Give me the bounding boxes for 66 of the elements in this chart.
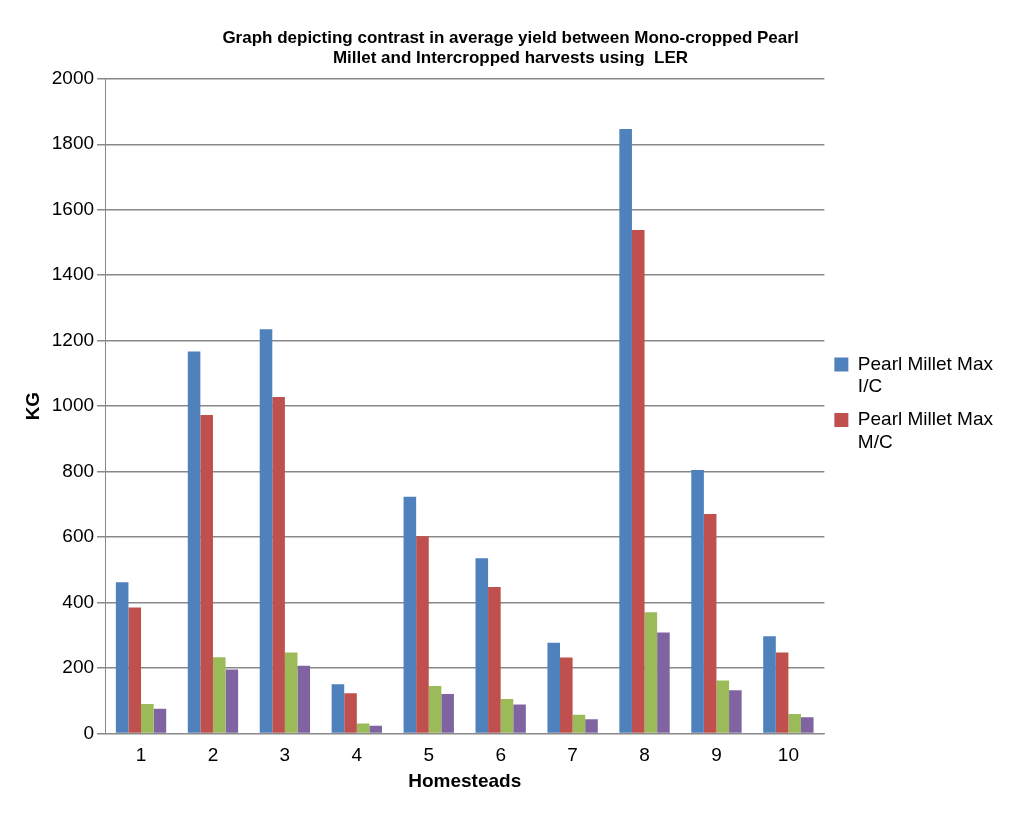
y-tick-label: 0 [83, 721, 95, 743]
y-tick-label: 1400 [51, 263, 95, 285]
bar [141, 703, 154, 733]
bar [572, 714, 586, 733]
x-tick-label: 5 [423, 744, 435, 766]
bar [488, 587, 501, 733]
x-axis-title: Homesteads [408, 769, 522, 791]
bar [403, 496, 417, 733]
bar [763, 636, 776, 733]
bar [272, 396, 285, 733]
x-tick-label: 4 [351, 744, 363, 766]
bar [356, 723, 370, 733]
bar [560, 657, 573, 733]
bar [657, 632, 670, 733]
bar [631, 230, 645, 733]
bar [187, 351, 201, 733]
bar [200, 414, 213, 733]
bar [644, 612, 658, 733]
y-axis-title: KG [21, 391, 43, 421]
bar [619, 128, 632, 733]
bar [775, 652, 789, 733]
x-tick-label: 8 [639, 744, 650, 766]
y-tick-label: 2000 [51, 67, 95, 89]
x-tick-label: 1 [135, 744, 147, 766]
bar [441, 694, 454, 733]
bar [416, 536, 429, 733]
y-tick-label: 1000 [51, 394, 95, 416]
bar [428, 685, 442, 733]
bar [547, 642, 561, 733]
bar [331, 684, 345, 733]
bar [475, 558, 489, 733]
y-tick-label: 600 [62, 525, 95, 547]
bar [284, 652, 298, 733]
chart-title: Graph depicting contrast in average yield between Mono-cropped Pearl Millet and Intercropped harvests using LER [222, 27, 799, 68]
bar [344, 693, 357, 733]
bar [115, 582, 129, 733]
bar [691, 469, 704, 733]
y-tick-label: 1800 [51, 132, 95, 154]
legend-label: Pearl Millet Max I/C [857, 352, 994, 397]
bar [788, 714, 801, 733]
x-tick-label: 10 [777, 744, 799, 766]
x-tick-label: 6 [495, 744, 506, 766]
bar [259, 329, 273, 733]
y-tick-label: 200 [62, 656, 95, 678]
bar [225, 669, 239, 733]
bar [212, 657, 226, 733]
bar [585, 719, 598, 733]
bar [513, 704, 526, 733]
y-tick-label: 1600 [51, 197, 95, 219]
bar [716, 680, 730, 733]
x-tick-label: 3 [279, 744, 291, 766]
bar [297, 665, 311, 733]
bar [729, 690, 742, 733]
x-tick-label: 7 [567, 744, 578, 766]
bar [128, 607, 142, 733]
legend-label: Pearl Millet Max M/C [857, 408, 994, 453]
y-tick-label: 400 [62, 590, 95, 612]
bar [800, 717, 814, 733]
bar [369, 725, 382, 733]
y-tick-label: 800 [62, 459, 95, 481]
y-tick-label: 1200 [51, 328, 95, 350]
bar [153, 708, 167, 733]
bar [500, 699, 514, 733]
bar [703, 514, 717, 733]
x-tick-label: 9 [711, 744, 722, 766]
x-tick-label: 2 [207, 744, 219, 766]
